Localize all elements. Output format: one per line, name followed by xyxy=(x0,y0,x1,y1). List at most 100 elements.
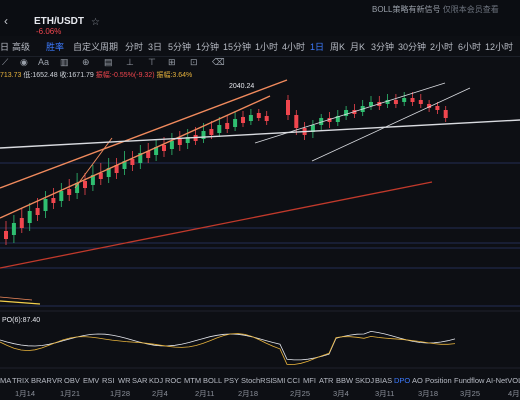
indicator-tab-bias[interactable]: BIAS xyxy=(375,376,393,385)
period-tab-2[interactable]: 胜率 xyxy=(46,42,65,52)
text-icon[interactable]: ⊤ xyxy=(148,57,156,67)
star-icon[interactable]: ☆ xyxy=(91,17,100,28)
candle-body xyxy=(418,100,423,104)
period-tab-15[interactable]: 30分钟 xyxy=(398,42,427,52)
indicator-tab-fundflow[interactable]: Fundflow xyxy=(454,376,485,385)
period-tab-10[interactable]: 4小时 xyxy=(282,42,306,52)
period-tab-17[interactable]: 6小时 xyxy=(458,42,482,52)
indicator-tab-emv[interactable]: EMV xyxy=(83,376,100,385)
high-value: 713.73 xyxy=(0,72,22,79)
candle-body xyxy=(83,181,87,188)
indicator-tab-roc[interactable]: ROC xyxy=(165,376,182,385)
period-tab-9[interactable]: 1小时 xyxy=(255,42,279,52)
channel-upper-line xyxy=(0,79,288,189)
indicator-tab-mfi[interactable]: MFI xyxy=(303,376,316,385)
boll-signal-note[interactable]: BOLL策略有新信号 仅限本会员查看 xyxy=(372,5,499,14)
candle-body xyxy=(114,165,119,173)
period-tab-4[interactable]: 分时 xyxy=(125,42,144,52)
period-tab-8[interactable]: 15分钟 xyxy=(223,42,252,52)
date-tick-label: 3月11 xyxy=(375,389,395,398)
date-tick-label: 1月21 xyxy=(60,389,81,398)
candle-body xyxy=(98,173,103,179)
ohlc-info-line: 713.73 低:1652.48 收:1671.79 振幅:-0.55%(-9.… xyxy=(0,70,192,80)
layers-icon[interactable]: ▤ xyxy=(104,57,113,67)
indicator-tab-vr[interactable]: VR xyxy=(52,376,63,385)
candle-body xyxy=(90,175,95,185)
candle-body xyxy=(130,159,135,165)
indicator-tab-boll[interactable]: BOLL xyxy=(203,376,223,385)
candle-body xyxy=(393,100,398,104)
indicator-tab-ao[interactable]: AO xyxy=(412,376,423,385)
period-tab-16[interactable]: 2小时 xyxy=(430,42,454,52)
candle-body xyxy=(35,208,40,215)
indicator-tab-brar[interactable]: BRAR xyxy=(31,376,52,385)
date-tick-label: 2月25 xyxy=(290,389,311,398)
ruler-icon[interactable]: ⊥ xyxy=(126,57,134,67)
candlestick-chart[interactable]: 2040.24 PO(6):87.40 xyxy=(0,78,520,373)
indicator-tab-obv[interactable]: OBV xyxy=(64,376,80,385)
indicator-tab-skdj[interactable]: SKDJ xyxy=(355,376,375,385)
period-tab-6[interactable]: 5分钟 xyxy=(168,42,192,52)
eye-icon[interactable]: ◉ xyxy=(20,57,28,67)
text-tool-button[interactable]: Aa xyxy=(38,57,50,67)
indicator-tab-stochrsi[interactable]: StochRSI xyxy=(241,376,273,385)
period-tab-1[interactable]: 高级 xyxy=(12,42,31,52)
indicator-tab-ma[interactable]: MA xyxy=(0,376,12,385)
drawing-toolbar xyxy=(0,56,520,68)
period-tab-11[interactable]: 1日 xyxy=(310,42,325,52)
period-tab-0[interactable]: 日 xyxy=(0,42,10,52)
candle-body xyxy=(443,110,448,118)
candle-body xyxy=(369,102,373,106)
candle-body xyxy=(4,231,8,239)
indicator-tab-rsi[interactable]: RSI xyxy=(102,376,115,385)
bars-icon[interactable]: ▥ xyxy=(60,57,69,67)
indicator-tab-smi[interactable]: SMI xyxy=(272,376,286,385)
grid-icon[interactable]: ⊞ xyxy=(168,57,176,67)
indicator-tab-ai-netvol[interactable]: AI-NetVOL xyxy=(486,376,520,385)
candle-body xyxy=(209,129,214,135)
indicator-tab-dpo[interactable]: DPO xyxy=(394,376,411,385)
drawing-line-icon[interactable]: ⟋ xyxy=(2,57,9,67)
add-indicator-icon[interactable]: ⊕ xyxy=(82,57,90,67)
candle-body xyxy=(264,116,269,121)
date-tick-label: 4月 xyxy=(508,389,520,398)
pair-title[interactable]: ETH/USDT xyxy=(34,16,84,27)
indicator-tab-kdj[interactable]: KDJ xyxy=(149,376,164,385)
volume-marker-line xyxy=(0,300,41,305)
date-tick-label: 3月18 xyxy=(418,389,439,398)
candle-body xyxy=(402,98,407,102)
period-tab-5[interactable]: 3日 xyxy=(148,42,163,52)
oscillator-label: PO(6):87.40 xyxy=(2,317,40,324)
indicator-tab-position[interactable]: Position xyxy=(425,376,452,385)
pair-change: -6.06% xyxy=(36,27,62,36)
period-tab-13[interactable]: 月K xyxy=(350,42,366,52)
indicator-tab-mtm[interactable]: MTM xyxy=(184,376,202,385)
candle-body xyxy=(385,100,390,104)
period-tab-18[interactable]: 12小时 xyxy=(485,42,514,52)
indicator-tab-wr[interactable]: WR xyxy=(118,376,131,385)
lock-icon[interactable]: ⊡ xyxy=(190,57,198,67)
candle-body xyxy=(344,110,349,116)
indicator-tab-cci[interactable]: CCI xyxy=(287,376,300,385)
date-tick-label: 1月14 xyxy=(15,389,36,398)
candle-body xyxy=(410,98,415,102)
long-trend-line xyxy=(0,181,433,269)
trash-icon[interactable]: ⌫ xyxy=(212,57,225,67)
period-tab-14[interactable]: 3分钟 xyxy=(371,42,395,52)
indicator-tab-bbw[interactable]: BBW xyxy=(336,376,354,385)
period-tab-7[interactable]: 1分钟 xyxy=(196,42,220,52)
indicator-tab-psy[interactable]: PSY xyxy=(224,376,240,385)
candle-body xyxy=(177,139,182,145)
period-tab-3[interactable]: 自定义周期 xyxy=(73,42,119,52)
indicator-tab-atr[interactable]: ATR xyxy=(319,376,334,385)
back-icon[interactable]: ‹ xyxy=(4,14,8,28)
period-tab-12[interactable]: 周K xyxy=(330,42,346,52)
indicator-tab-sar[interactable]: SAR xyxy=(132,376,148,385)
candle-body xyxy=(169,141,174,149)
low-value: 低:1652.48 xyxy=(23,72,58,79)
indicator-tab-trix[interactable]: TRIX xyxy=(12,376,30,385)
candle-body xyxy=(154,147,159,155)
candle-body xyxy=(427,104,432,108)
candle-body xyxy=(185,137,190,143)
date-tick-label: 3月4 xyxy=(333,389,349,398)
